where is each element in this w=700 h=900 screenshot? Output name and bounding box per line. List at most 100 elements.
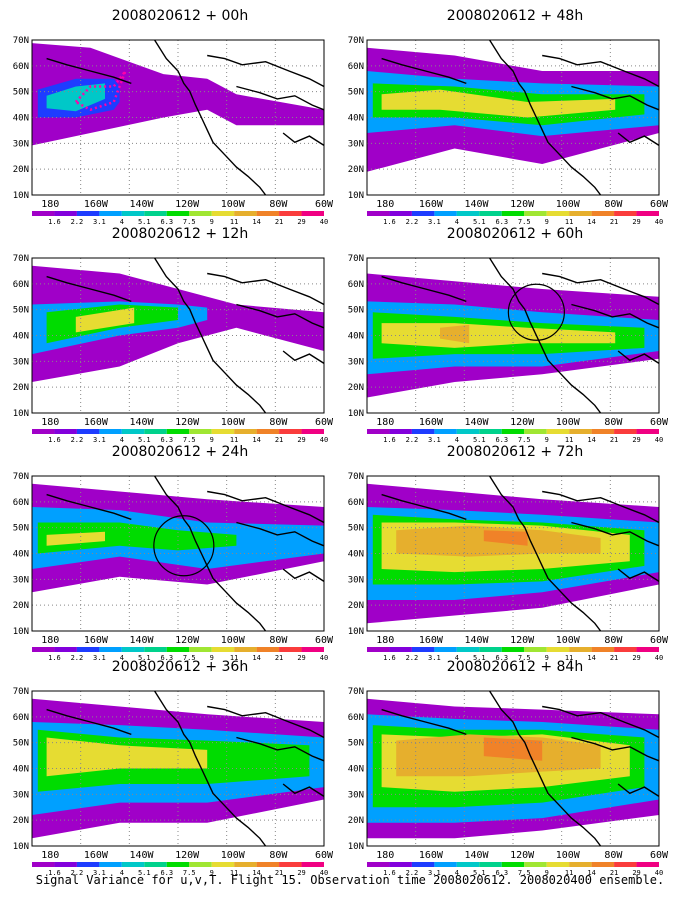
latitude-tick-label: 50N: [348, 88, 364, 98]
colorbar-label: 7.5: [183, 436, 196, 444]
colorbar-swatch: [614, 862, 637, 867]
latitude-tick-label: 70N: [348, 687, 364, 697]
target-region-circle: [507, 283, 565, 341]
latitude-tick-label: 70N: [13, 254, 29, 264]
colorbar-label: 7.5: [518, 654, 531, 662]
map-panel: 2008020612 + 36h 70N 60N 50N 40N 30N 20N 10N 180…: [10, 659, 350, 877]
colorbar-label: 40: [655, 654, 663, 662]
colorbar-swatch: [367, 429, 390, 434]
colorbar-label: 14: [252, 869, 260, 877]
latitude-tick-label: 20N: [13, 601, 29, 611]
colorbar-swatch: [434, 429, 457, 434]
colorbar-label: 21: [275, 869, 283, 877]
latitude-tick-label: 20N: [13, 165, 29, 175]
plot-frame: [31, 39, 325, 196]
variance-contour-band: [37, 522, 237, 554]
colorbar-swatch: [456, 862, 480, 867]
colorbar-swatch: [189, 429, 212, 434]
colorbar-swatch: [479, 211, 502, 216]
longitude-tick-label: 100W: [221, 850, 246, 861]
colorbar-label: 21: [610, 654, 618, 662]
longitude-tick-label: 160W: [84, 417, 109, 428]
variance-contour-band: [32, 43, 324, 146]
colorbar-swatch: [524, 429, 547, 434]
colorbar-label: 6.3: [495, 436, 508, 444]
coastline: [617, 568, 660, 582]
colorbar-swatch: [211, 862, 235, 867]
colorbar-swatch: [524, 647, 547, 652]
colorbar-swatch: [501, 211, 525, 216]
latitude-tick-label: 70N: [13, 687, 29, 697]
colorbar-label: 1.6: [383, 218, 396, 226]
colorbar-label: 14: [252, 436, 260, 444]
coastline: [489, 39, 602, 196]
map-panel: 2008020612 + 24h 70N 60N 50N 40N 30N 20N 10N 180…: [10, 444, 350, 662]
coastline: [571, 85, 660, 111]
colorbar-label: 7.5: [183, 218, 196, 226]
longitude-tick-label: 140W: [129, 199, 154, 210]
colorbar-label: 1.6: [48, 654, 61, 662]
longitude-tick-label: 80W: [604, 417, 623, 428]
latitude-tick-label: 30N: [348, 357, 364, 367]
colorbar-label: 11: [230, 869, 238, 877]
colorbar-swatch: [367, 862, 390, 867]
colorbar-swatch: [54, 862, 77, 867]
colorbar-swatch: [389, 429, 412, 434]
colorbar-swatch: [411, 211, 435, 216]
colorbar-label: 40: [655, 218, 663, 226]
colorbar-swatch: [546, 429, 570, 434]
colorbar-swatch: [591, 647, 615, 652]
colorbar-label: 5.1: [138, 869, 151, 877]
colorbar-label: 7.5: [518, 218, 531, 226]
coastline: [46, 275, 132, 303]
longitude-tick-label: 100W: [556, 199, 581, 210]
longitude-tick-label: 180: [376, 850, 394, 861]
map-panel: 2008020612 + 12h 70N 60N 50N 40N 30N 20N 10N 180…: [10, 226, 350, 444]
latitude-tick-label: 40N: [348, 550, 364, 560]
variance-map: 70N 60N 50N 40N 30N 20N 10N 180 160W 140W 120W 100W…: [348, 687, 669, 877]
colorbar-label: 11: [230, 436, 238, 444]
variance-map: 70N 60N 50N 40N 30N 20N 10N 180 160W 140W 120W 100W…: [348, 254, 669, 444]
latitude-tick-label: 30N: [348, 575, 364, 585]
coastline: [571, 736, 660, 762]
colorbar-swatch: [166, 211, 190, 216]
latitude-tick-label: 40N: [13, 332, 29, 342]
longitude-tick-label: 60W: [315, 635, 334, 646]
colorbar-label: 2.2: [406, 436, 419, 444]
colorbar-label: 3.1: [428, 654, 441, 662]
colorbar-label: 3.1: [428, 436, 441, 444]
latitude-tick-label: 40N: [348, 332, 364, 342]
latitude-tick-label: 40N: [348, 765, 364, 775]
latitude-tick-label: 70N: [348, 36, 364, 46]
colorbar-label: 21: [610, 436, 618, 444]
colorbar-label: 5.1: [138, 654, 151, 662]
colorbar-label: 14: [587, 654, 595, 662]
coastline: [381, 275, 467, 303]
variance-contour-band: [46, 83, 105, 112]
variance-map: 70N 60N 50N 40N 30N 20N 10N 180 160W 140W 120W 100W…: [13, 254, 334, 444]
colorbar-label: 14: [587, 436, 595, 444]
colorbar-swatch: [636, 429, 659, 434]
colorbar-swatch: [144, 211, 167, 216]
colorbar-swatch: [32, 647, 55, 652]
colorbar-swatch: [256, 429, 280, 434]
target-region-circle: [153, 515, 215, 577]
coastline: [571, 521, 660, 547]
longitude-tick-label: 120W: [510, 635, 535, 646]
panel-title: 2008020612 + 24h: [111, 444, 249, 460]
colorbar-label: 1.6: [383, 654, 396, 662]
colorbar-swatch: [54, 211, 77, 216]
colorbar-label: 3.1: [428, 869, 441, 877]
colorbar-swatch: [32, 429, 55, 434]
latitude-tick-label: 50N: [13, 88, 29, 98]
latitude-tick-label: 40N: [13, 114, 29, 124]
latitude-tick-label: 30N: [13, 575, 29, 585]
coastline: [542, 490, 660, 524]
colorbar-label: 4: [455, 218, 459, 226]
colorbar-swatch: [434, 647, 457, 652]
colorbar-swatch: [234, 429, 257, 434]
colorbar-swatch: [279, 429, 302, 434]
colorbar-label: 29: [632, 436, 640, 444]
colorbar-label: 6.3: [495, 869, 508, 877]
colorbar-swatch: [591, 429, 615, 434]
